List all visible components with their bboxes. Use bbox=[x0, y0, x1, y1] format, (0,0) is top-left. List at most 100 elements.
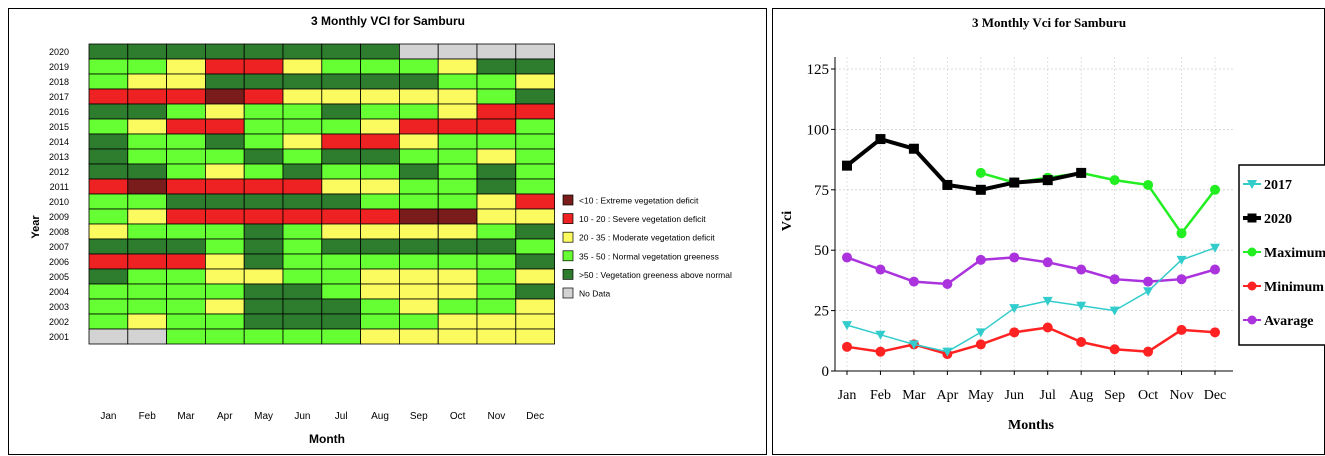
heatmap-cell-2015-Nov bbox=[476, 118, 517, 135]
heatmap-year-label: 2009 bbox=[49, 212, 69, 222]
heatmap-cell-2002-May bbox=[243, 313, 284, 330]
heatmap-cell-2013-Jun bbox=[282, 148, 323, 165]
series-point-Minimum bbox=[975, 339, 986, 350]
vci-line-panel: 3 Monthly Vci for Samburu Months Vci 0 25… bbox=[772, 8, 1325, 455]
heatmap-cell-2013-Aug bbox=[360, 148, 400, 165]
legend-label: 2020 bbox=[1264, 212, 1292, 227]
heatmap-cell-2001-Jul bbox=[321, 328, 361, 345]
series-point-2020 bbox=[842, 160, 852, 171]
heatmap-cell-2019-Jul bbox=[321, 58, 361, 75]
heatmap-cell-2002-Apr bbox=[204, 313, 245, 330]
heatmap-cell-2018-Nov bbox=[476, 73, 517, 90]
series-point-Minimum bbox=[1076, 337, 1087, 348]
heatmap-cell-2004-Oct bbox=[437, 283, 478, 300]
heatmap-cell-2004-Feb bbox=[127, 283, 168, 300]
heatmap-cell-2018-Jan bbox=[88, 73, 129, 90]
series-point-2020 bbox=[1009, 177, 1020, 188]
series-line-Minimum bbox=[846, 326, 1216, 356]
heatmap-legend: <10 : Extreme vegetation deficit 10 - 20 … bbox=[562, 194, 732, 299]
heatmap-cell-2019-Aug bbox=[360, 58, 400, 75]
series-point-2017 bbox=[1176, 255, 1187, 265]
heatmap-year-label: 2013 bbox=[49, 152, 69, 162]
heatmap-cell-2015-Aug bbox=[360, 118, 400, 135]
heatmap-cell-2018-Mar bbox=[166, 73, 206, 90]
series-point-Avarage bbox=[875, 264, 886, 275]
heatmap-cell-2018-Jun bbox=[282, 73, 323, 90]
heatmap-cell-2015-Dec bbox=[515, 118, 555, 135]
heatmap-year-label: 2012 bbox=[49, 167, 69, 177]
heatmap-cell-2008-Jun bbox=[282, 223, 323, 240]
legend-swatch-E bbox=[562, 194, 574, 206]
heatmap-cell-2012-Oct bbox=[437, 163, 478, 180]
heatmap-cell-2006-Sep bbox=[398, 253, 439, 270]
heatmap-cell-2005-Jul bbox=[321, 268, 361, 285]
heatmap-cell-2006-May bbox=[243, 253, 284, 270]
series-point-Avarage bbox=[942, 279, 953, 290]
heatmap-cell-2019-Apr bbox=[204, 58, 245, 75]
series-point-Maximum bbox=[1143, 179, 1154, 190]
heatmap-cell-2016-Jul bbox=[321, 103, 361, 120]
heatmap-cell-2014-Sep bbox=[398, 133, 439, 150]
series-point-2020 bbox=[908, 143, 919, 154]
heatmap-cell-2014-May bbox=[243, 133, 284, 150]
heatmap-cell-2017-Mar bbox=[166, 88, 206, 105]
series-point-2017 bbox=[1210, 243, 1220, 253]
series-point-Maximum bbox=[1109, 175, 1120, 186]
heatmap-cell-2002-Oct bbox=[437, 313, 478, 330]
heatmap-cell-2001-Aug bbox=[360, 328, 400, 345]
heatmap-year-label: 2001 bbox=[49, 332, 69, 342]
x-tick-label: May bbox=[968, 388, 994, 403]
heatmap-cell-2005-Oct bbox=[437, 268, 478, 285]
heatmap-cell-2013-Dec bbox=[515, 148, 555, 165]
heatmap-cell-2018-Sep bbox=[398, 73, 439, 90]
series-point-Minimum bbox=[875, 346, 886, 357]
heatmap-year-label: 2010 bbox=[49, 197, 69, 207]
heatmap-cell-2006-Mar bbox=[166, 253, 206, 270]
heatmap-cell-2015-Feb bbox=[127, 118, 168, 135]
heatmap-month-label: Nov bbox=[488, 411, 506, 422]
heatmap-cell-2002-Aug bbox=[360, 313, 400, 330]
heatmap-cell-2001-Dec bbox=[515, 328, 555, 345]
heatmap-cell-2014-Apr bbox=[204, 133, 245, 150]
legend-label: Avarage bbox=[1264, 314, 1314, 329]
line-x-axis-label: Months bbox=[1008, 418, 1054, 433]
heatmap-cell-2013-Oct bbox=[437, 148, 478, 165]
legend-box bbox=[1238, 164, 1325, 346]
heatmap-cell-2003-Feb bbox=[127, 298, 168, 315]
heatmap-cell-2015-Sep bbox=[398, 118, 439, 135]
line-axes: 0 25 50 75 100 125 Jan Feb Mar Apr May Jun Jul Aug Sep… bbox=[807, 57, 1233, 403]
heatmap-cell-2007-Jan bbox=[88, 238, 129, 255]
heatmap-cell-2011-Jul bbox=[321, 178, 361, 195]
heatmap-title: 3 Monthly VCI for Samburu bbox=[311, 14, 465, 28]
heatmap-cell-2019-Jan bbox=[88, 58, 129, 75]
heatmap-cell-2009-Nov bbox=[476, 208, 517, 225]
heatmap-cell-2009-Aug bbox=[360, 208, 400, 225]
legend-label: >50 : Vegetation greeness above normal bbox=[579, 270, 732, 280]
series-point-2017 bbox=[942, 347, 953, 357]
series-point-2017 bbox=[842, 321, 852, 331]
legend-label: 20 - 35 : Moderate vegetation deficit bbox=[579, 233, 715, 243]
heatmap-cell-2004-Dec bbox=[515, 283, 555, 300]
heatmap-cell-2018-Aug bbox=[360, 73, 400, 90]
heatmap-cell-2016-Sep bbox=[398, 103, 439, 120]
heatmap-cell-2010-Apr bbox=[204, 193, 245, 210]
heatmap-cell-2009-Apr bbox=[204, 208, 245, 225]
heatmap-cell-2015-Jun bbox=[282, 118, 323, 135]
heatmap-cell-2018-May bbox=[243, 73, 284, 90]
heatmap-cell-2009-Jul bbox=[321, 208, 361, 225]
series-point-Avarage bbox=[1076, 264, 1087, 275]
legend-marker-Maximum bbox=[1247, 247, 1257, 257]
heatmap-cell-2013-Sep bbox=[398, 148, 439, 165]
heatmap-cell-2016-Nov bbox=[476, 103, 517, 120]
heatmap-cell-2002-Jul bbox=[321, 313, 361, 330]
series-point-Avarage bbox=[842, 252, 852, 263]
heatmap-cell-2009-Sep bbox=[398, 208, 439, 225]
series-point-Minimum bbox=[1042, 322, 1053, 333]
heatmap-cell-2020-Jan bbox=[88, 43, 129, 60]
heatmap-cell-2020-Jun bbox=[282, 43, 323, 60]
series-point-2017 bbox=[1076, 301, 1087, 311]
heatmap-y-axis-label: Year bbox=[30, 215, 42, 239]
heatmap-cell-2001-Oct bbox=[437, 328, 478, 345]
heatmap-cell-2016-Oct bbox=[437, 103, 478, 120]
heatmap-cell-2002-Dec bbox=[515, 313, 555, 330]
